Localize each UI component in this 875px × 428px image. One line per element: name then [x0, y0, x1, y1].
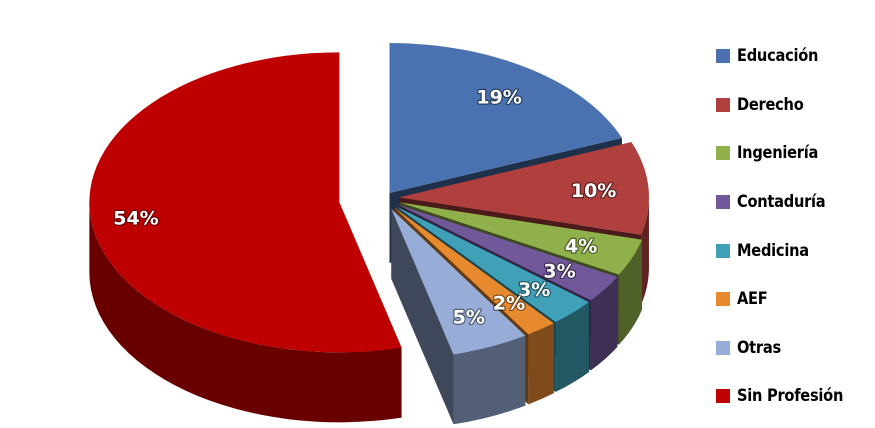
pie-slice-side-otras-0: [453, 335, 526, 425]
pie-slice-side-medicina-0: [555, 302, 589, 393]
legend-swatch-ingenieria: [716, 146, 730, 161]
legend-label-derecho: Derecho: [737, 94, 804, 115]
pie-label-contaduria: 3%: [543, 261, 575, 283]
chart-legend: Educación Derecho Ingeniería Contaduría Medi…: [716, 32, 875, 421]
pie-label-derecho: 10%: [571, 180, 616, 202]
legend-label-sin-profesion: Sin Profesión: [737, 386, 844, 407]
pie-slice-top-sin-profesion: [89, 52, 402, 353]
legend-label-medicina: Medicina: [737, 240, 809, 261]
pie-label-educacion: 19%: [476, 86, 521, 108]
pie-slice-side-aef-0: [528, 323, 554, 405]
legend-swatch-sin-profesion: [716, 389, 730, 404]
pie-slice-top-medicina: [396, 206, 589, 323]
pie-label-medicina: 3%: [518, 279, 550, 301]
legend-item-medicina: Medicina: [716, 226, 875, 275]
pie-slice-top-otras: [391, 209, 526, 355]
pie-slice-wall-otras-1: [391, 209, 454, 425]
legend-label-educacion: Educación: [737, 46, 819, 67]
legend-item-otras: Otras: [716, 324, 875, 373]
legend-item-sin-profesion: Sin Profesión: [716, 372, 875, 421]
pie-label-sin-profesion: 54%: [113, 208, 158, 230]
legend-item-derecho: Derecho: [716, 81, 875, 130]
pie-slices: [89, 43, 649, 425]
pie-slice-side-derecho-0: [641, 197, 649, 305]
pie-slice-top-educacion: [389, 43, 622, 194]
legend-swatch-medicina: [716, 243, 730, 258]
pie-label-ingenieria: 4%: [565, 235, 597, 257]
pie-slice-side-contaduria-0: [590, 277, 618, 371]
legend-label-ingenieria: Ingeniería: [737, 143, 819, 164]
pie-slice-top-derecho: [398, 142, 649, 235]
legend-swatch-contaduria: [716, 195, 730, 210]
pie-slice-top-aef: [394, 207, 554, 335]
pie-slice-top-ingenieria: [399, 202, 643, 275]
pie-labels: 19%10%4%3%3%2%5%54%: [112, 85, 618, 330]
legend-label-contaduria: Contaduría: [737, 192, 826, 213]
legend-item-contaduria: Contaduría: [716, 178, 875, 227]
pie-slice-side-ingenieria-0: [618, 239, 643, 345]
pie-slice-side-sin-profesion-0: [89, 202, 402, 423]
pie-label-otras: 5%: [453, 306, 485, 328]
legend-label-aef: AEF: [737, 289, 768, 310]
legend-swatch-otras: [716, 340, 730, 355]
legend-label-otras: Otras: [737, 337, 781, 358]
pie-slice-top-contaduria: [398, 204, 618, 301]
legend-swatch-derecho: [716, 97, 730, 112]
legend-item-aef: AEF: [716, 275, 875, 324]
legend-swatch-educacion: [716, 49, 730, 64]
pie-label-aef: 2%: [493, 292, 525, 314]
legend-item-ingenieria: Ingeniería: [716, 129, 875, 178]
legend-item-educacion: Educación: [716, 32, 875, 81]
legend-swatch-aef: [716, 292, 730, 307]
